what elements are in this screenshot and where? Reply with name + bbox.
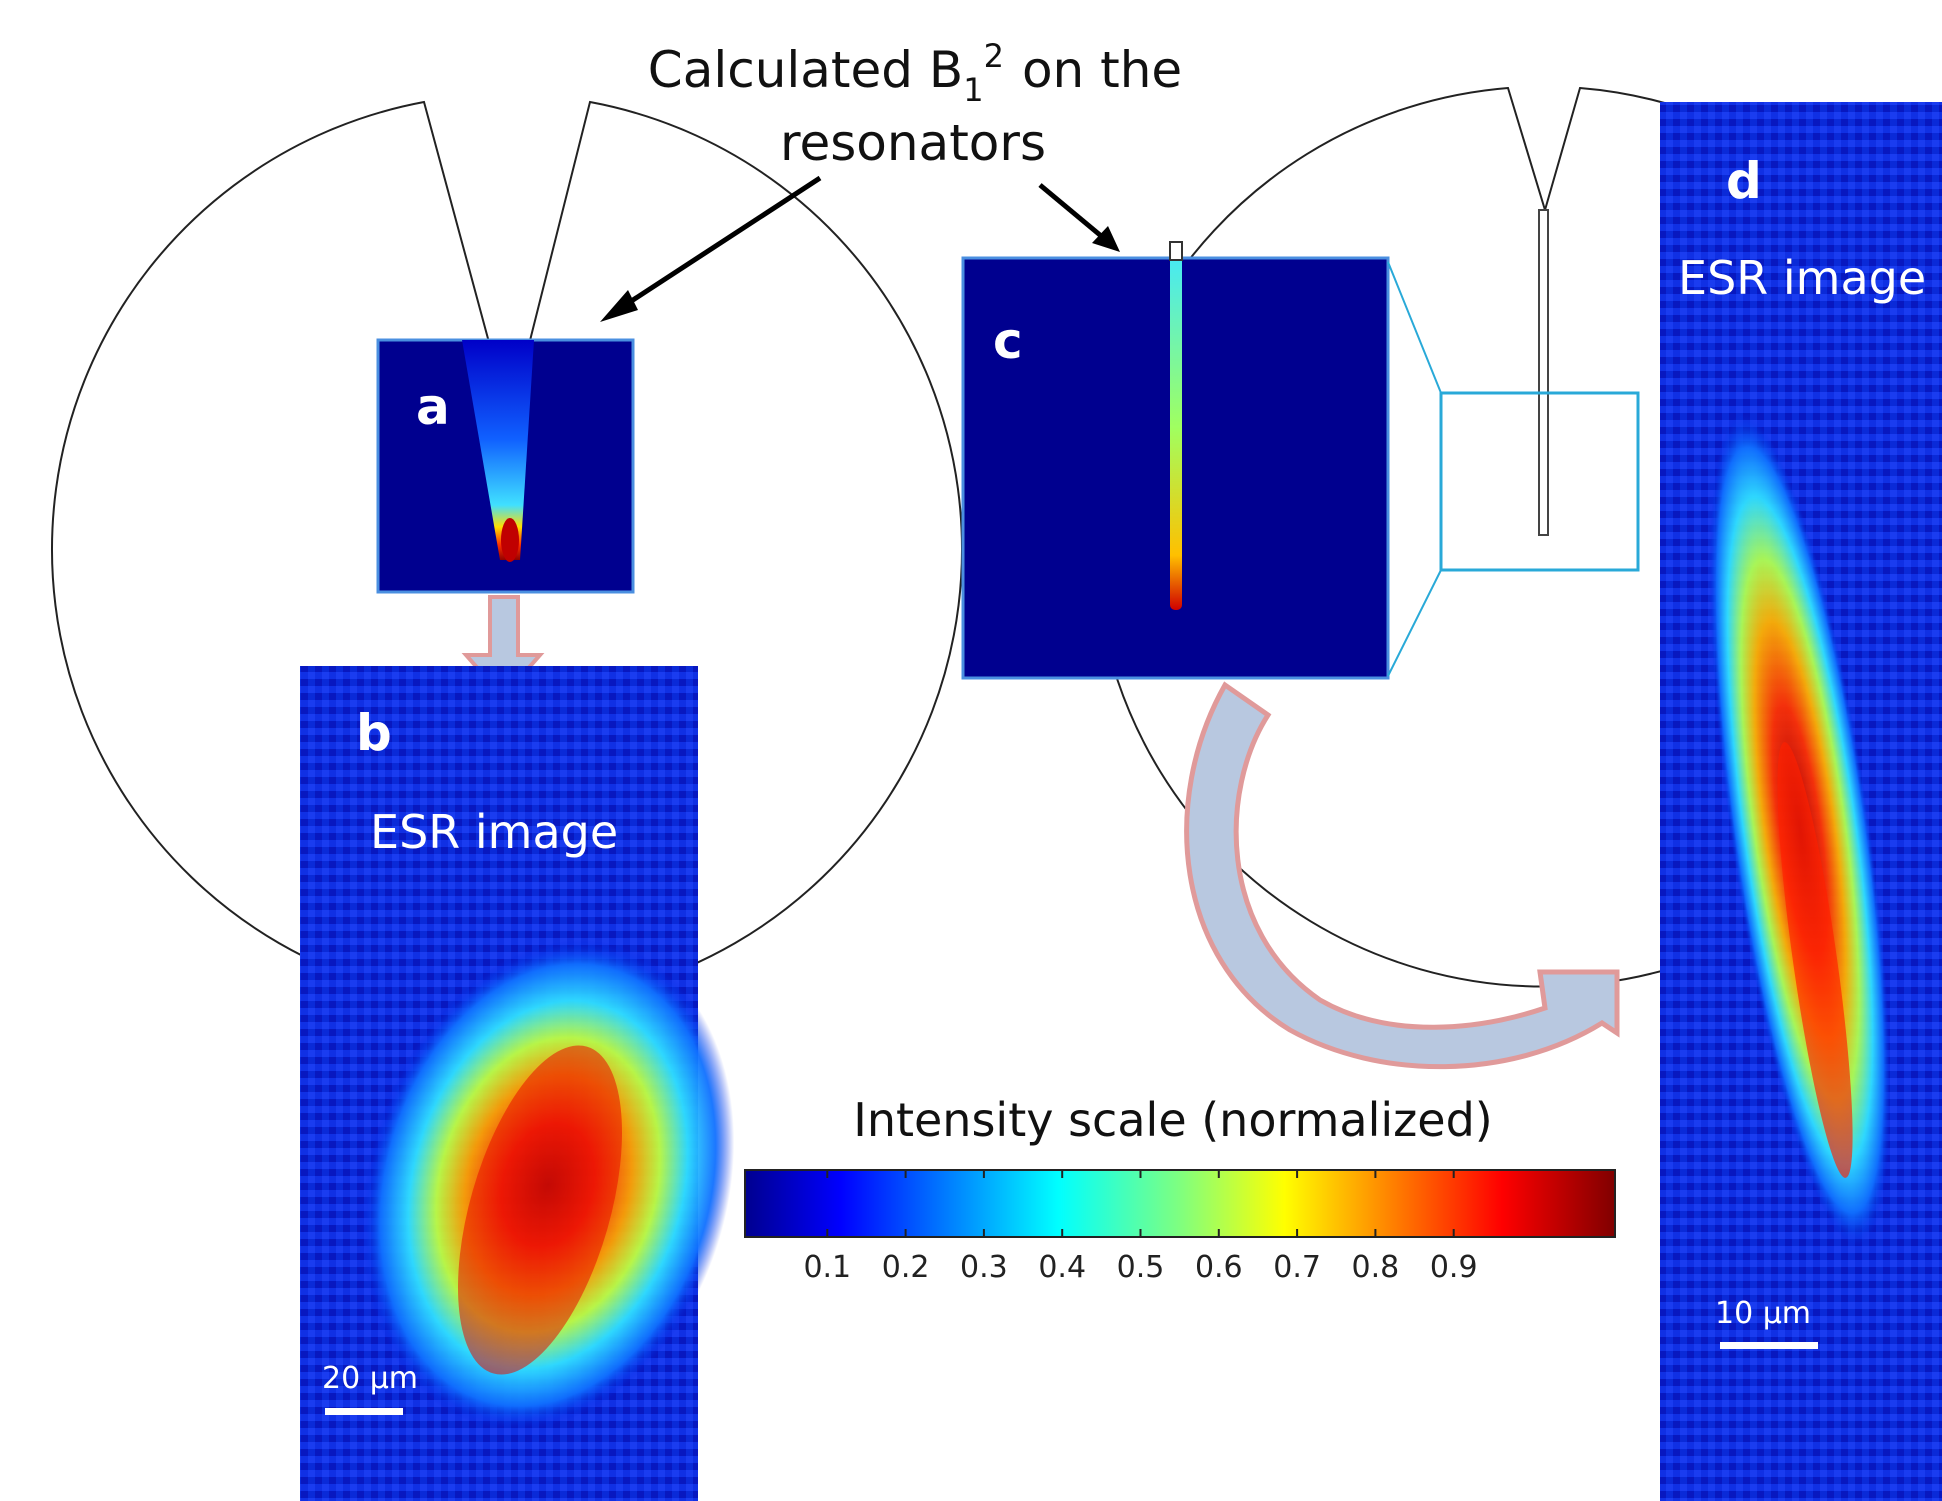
arrow-icon bbox=[1038, 183, 1120, 252]
top-caption-line2: resonators bbox=[780, 114, 1046, 172]
colorbar-tick-label: 0.5 bbox=[1117, 1250, 1165, 1285]
panel-a-letter: a bbox=[416, 378, 450, 436]
colorbar-tick-label: 0.4 bbox=[1038, 1250, 1086, 1285]
panel-c: c bbox=[961, 241, 1390, 680]
colorbar: Intensity scale (normalized) 0.1 0.2 0.3 0.… bbox=[744, 1093, 1616, 1285]
esr-signal-core bbox=[458, 1045, 622, 1375]
panel-a: a bbox=[376, 338, 635, 594]
field-cone bbox=[462, 340, 534, 560]
arrow-icon bbox=[600, 175, 822, 322]
panel-d-letter: d bbox=[1726, 152, 1762, 210]
panel-d-scalebar bbox=[1720, 1342, 1818, 1349]
colorbar-tick-label: 0.1 bbox=[803, 1250, 851, 1285]
colorbar-tick-label: 0.7 bbox=[1273, 1250, 1321, 1285]
panel-d-scalebar-label: 10 µm bbox=[1715, 1296, 1811, 1331]
panel-d: d ESR image 10 µm bbox=[1660, 102, 1942, 1501]
panel-b-scalebar-label: 20 µm bbox=[322, 1361, 418, 1396]
resonator-slit bbox=[1538, 209, 1549, 536]
colorbar-tick-label: 0.6 bbox=[1195, 1250, 1243, 1285]
zoom-indicator bbox=[1387, 261, 1640, 677]
esr-signal-core bbox=[1777, 742, 1853, 1178]
panel-d-title: ESR image bbox=[1678, 251, 1926, 305]
field-wire bbox=[1170, 258, 1182, 610]
panel-c-letter: c bbox=[993, 312, 1023, 370]
panel-b-letter: b bbox=[356, 704, 392, 762]
colorbar-tick-label: 0.2 bbox=[882, 1250, 930, 1285]
curved-arrow-icon bbox=[1184, 681, 1620, 1070]
panel-b-title: ESR image bbox=[370, 805, 618, 859]
colorbar-title: Intensity scale (normalized) bbox=[853, 1093, 1493, 1147]
panel-b: b ESR image 20 µm bbox=[300, 666, 735, 1501]
colorbar-tick-label: 0.3 bbox=[960, 1250, 1008, 1285]
colorbar-tick-label: 0.9 bbox=[1430, 1250, 1478, 1285]
panel-b-scalebar bbox=[325, 1408, 403, 1415]
colorbar-tick-label: 0.8 bbox=[1352, 1250, 1400, 1285]
colorbar-gradient bbox=[744, 1169, 1616, 1238]
top-caption-line1: Calculated B12 on the bbox=[648, 37, 1182, 109]
